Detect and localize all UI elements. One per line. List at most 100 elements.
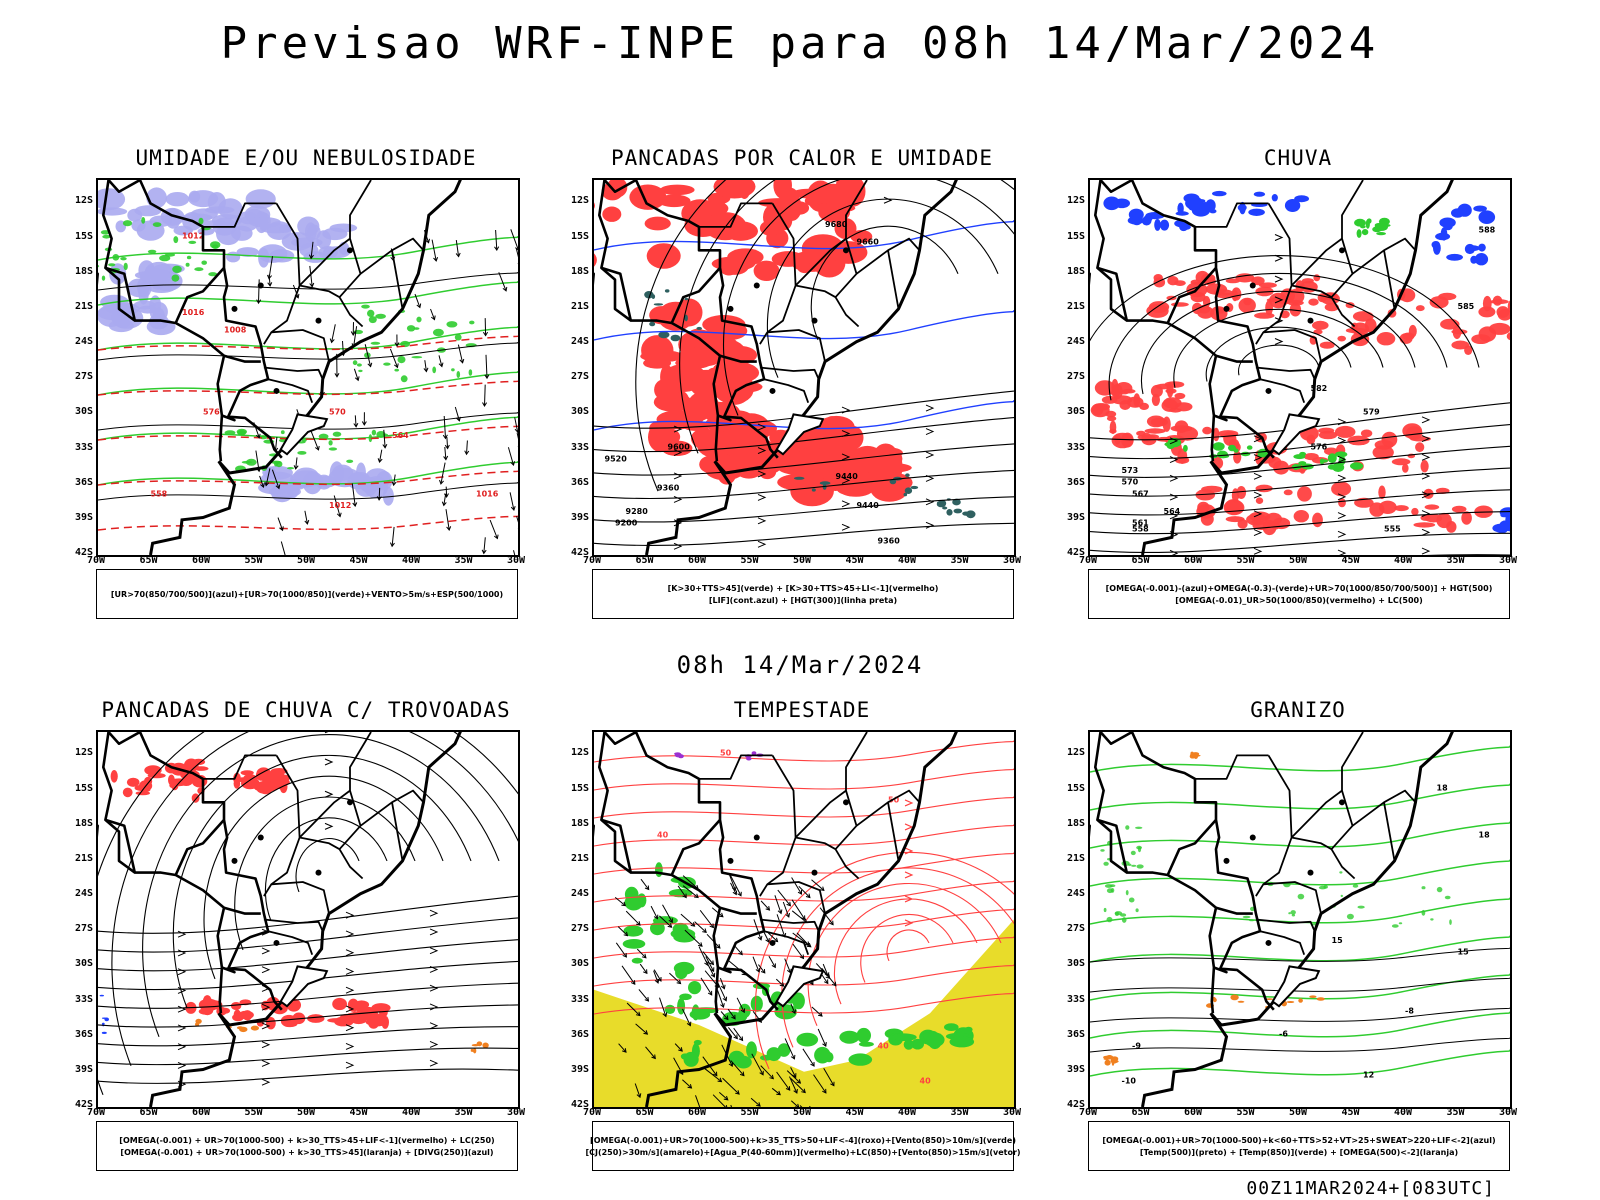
contour-labels: 1012 1016 1008 576 570 564 558 1012 1016 <box>151 232 499 511</box>
lon-tick-label: 50W <box>792 1107 812 1118</box>
lon-tick-label: 65W <box>635 555 654 566</box>
lon-tick-label: 35W <box>454 1107 473 1118</box>
lon-tick-label: 70W <box>1078 555 1098 566</box>
streamlines <box>594 180 1014 550</box>
lat-tick-label: 42S <box>570 547 589 558</box>
contour-label: 558 <box>1132 525 1149 534</box>
contour-label: 1012 <box>329 501 351 510</box>
lon-tick-label: 40W <box>897 555 917 566</box>
panel-title: PANCADAS POR CALOR E UMIDADE <box>610 146 993 170</box>
legend-line: [LIF](cont.azul) + [HGT(300)](linha pret… <box>708 595 898 605</box>
contour-label: 576 <box>1311 443 1328 452</box>
contour-label: 40 <box>920 1077 932 1086</box>
contour-label: 18 <box>1479 830 1491 839</box>
lat-tick-label: 39S <box>74 1063 93 1075</box>
lat-tick-label: 24S <box>1066 336 1085 348</box>
lon-tick-label: 55W <box>244 1107 263 1118</box>
legend-line: [OMEGA(-0.001) + UR>70(1000-500) + k>30_… <box>120 1147 494 1157</box>
lon-tick-label: 45W <box>349 555 368 566</box>
lat-tick-label: 12S <box>1066 195 1085 207</box>
lat-tick-label: 21S <box>74 852 93 864</box>
panel-title: UMIDADE E/OU NEBULOSIDADE <box>135 146 477 170</box>
lat-tick-label: 33S <box>74 441 93 453</box>
lon-tick-label: 30W <box>1002 1107 1022 1118</box>
contour-label: 588 <box>1479 226 1496 235</box>
humidity-low-green-areas <box>98 217 477 473</box>
legend-box: [OMEGA(-0.001) + UR>70(1000-500) + k>30_… <box>96 1121 518 1171</box>
contour-label: 15 <box>1458 948 1470 957</box>
lat-tick-label: 39S <box>1066 511 1085 523</box>
map-borders <box>1090 180 1454 555</box>
lon-tick-label: 35W <box>1446 1107 1465 1118</box>
lon-tick-label: 55W <box>1236 1107 1255 1118</box>
contour-labels: 9680 9660 9600 9520 9440 9360 9280 9200 9440 9360 <box>605 220 901 545</box>
lon-tick-label: 40W <box>401 555 421 566</box>
lon-tick-label: 60W <box>687 555 707 566</box>
lat-tick-label: 21S <box>1066 852 1085 864</box>
wind-vectors <box>614 873 837 1107</box>
lon-tick-label: 70W <box>582 1107 602 1118</box>
lat-tick-label: 36S <box>570 476 589 488</box>
contour-label: 9520 <box>605 454 628 463</box>
lon-tick-label: 30W <box>1498 555 1518 566</box>
contour-label: 9440 <box>857 501 880 510</box>
lon-tick-label: 45W <box>845 1107 864 1118</box>
omega-blue <box>1103 190 1510 534</box>
legend-line: [Temp(500)](preto) + [Temp(850)](verde) … <box>1139 1147 1459 1157</box>
lat-tick-label: 33S <box>1066 993 1085 1005</box>
lat-tick-label: 15S <box>74 782 93 794</box>
contour-label: 555 <box>1384 525 1401 534</box>
map-frame: 18 18 15 15 12 -6 -8 -9 -10 <box>1088 730 1512 1109</box>
lat-tick-label: 36S <box>74 1028 93 1040</box>
lat-tick-label: 33S <box>570 993 589 1005</box>
lat-tick-label: 27S <box>570 923 589 935</box>
contour-label: 576 <box>203 407 220 416</box>
omega-green <box>1164 217 1391 472</box>
lat-tick-label: 30S <box>570 406 589 418</box>
lat-tick-label: 42S <box>74 547 93 558</box>
lat-tick-label: 18S <box>1066 817 1085 829</box>
lon-tick-label: 40W <box>1393 555 1413 566</box>
lon-tick-label: 65W <box>635 1107 654 1118</box>
contour-label: 1016 <box>476 489 499 498</box>
lat-tick-label: 27S <box>570 371 589 383</box>
valid-time-title: 08h 14/Mar/2024 <box>676 651 924 679</box>
contour-label: 579 <box>1363 407 1380 416</box>
lon-tick-label: 60W <box>687 1107 707 1118</box>
thickness-lines <box>98 335 518 531</box>
jet-yellow <box>594 919 1014 1107</box>
lat-tick-label: 27S <box>1066 371 1085 383</box>
lat-tick-label: 42S <box>1066 1099 1085 1110</box>
lat-tick-label: 12S <box>74 747 93 759</box>
contour-label: 40 <box>657 830 669 839</box>
map-canvas: 1012 1016 1008 576 570 564 558 1012 1016 <box>98 180 518 555</box>
lat-tick-label: 24S <box>74 336 93 348</box>
lat-tick-label: 36S <box>570 1028 589 1040</box>
contour-label: 585 <box>1458 302 1475 311</box>
lon-tick-label: 55W <box>740 555 759 566</box>
panel-title: GRANIZO <box>1250 698 1346 722</box>
lat-tick-label: 39S <box>570 1063 589 1075</box>
map-frame <box>96 730 520 1109</box>
run-info: 00Z11MAR2024+[083UTC] <box>1246 1178 1495 1199</box>
map-canvas: 9680 9660 9600 9520 9440 9360 9280 9200 9440 9360 <box>594 180 1014 555</box>
lat-tick-label: 12S <box>570 747 589 759</box>
lat-tick-label: 33S <box>74 993 93 1005</box>
lat-tick-label: 18S <box>74 265 93 277</box>
contour-label: 564 <box>1164 507 1181 516</box>
lat-tick-label: 36S <box>74 476 93 488</box>
lon-tick-label: 45W <box>845 555 864 566</box>
lat-tick-label: 33S <box>570 441 589 453</box>
contour-label: 1008 <box>224 325 247 334</box>
lat-tick-label: 27S <box>74 923 93 935</box>
lat-tick-label: 42S <box>570 1099 589 1110</box>
lat-tick-label: 21S <box>570 852 589 864</box>
legend-line: [CJ(250)>30m/s](amarelo)+[Agua_P(40-60mm… <box>585 1147 1021 1157</box>
omega-orange <box>1103 751 1325 1066</box>
lon-tick-label: 60W <box>1183 1107 1203 1118</box>
temp-500-black <box>1090 947 1510 1053</box>
lat-tick-label: 24S <box>570 888 589 900</box>
unstable-green <box>644 289 976 519</box>
lat-tick-label: 42S <box>74 1099 93 1110</box>
